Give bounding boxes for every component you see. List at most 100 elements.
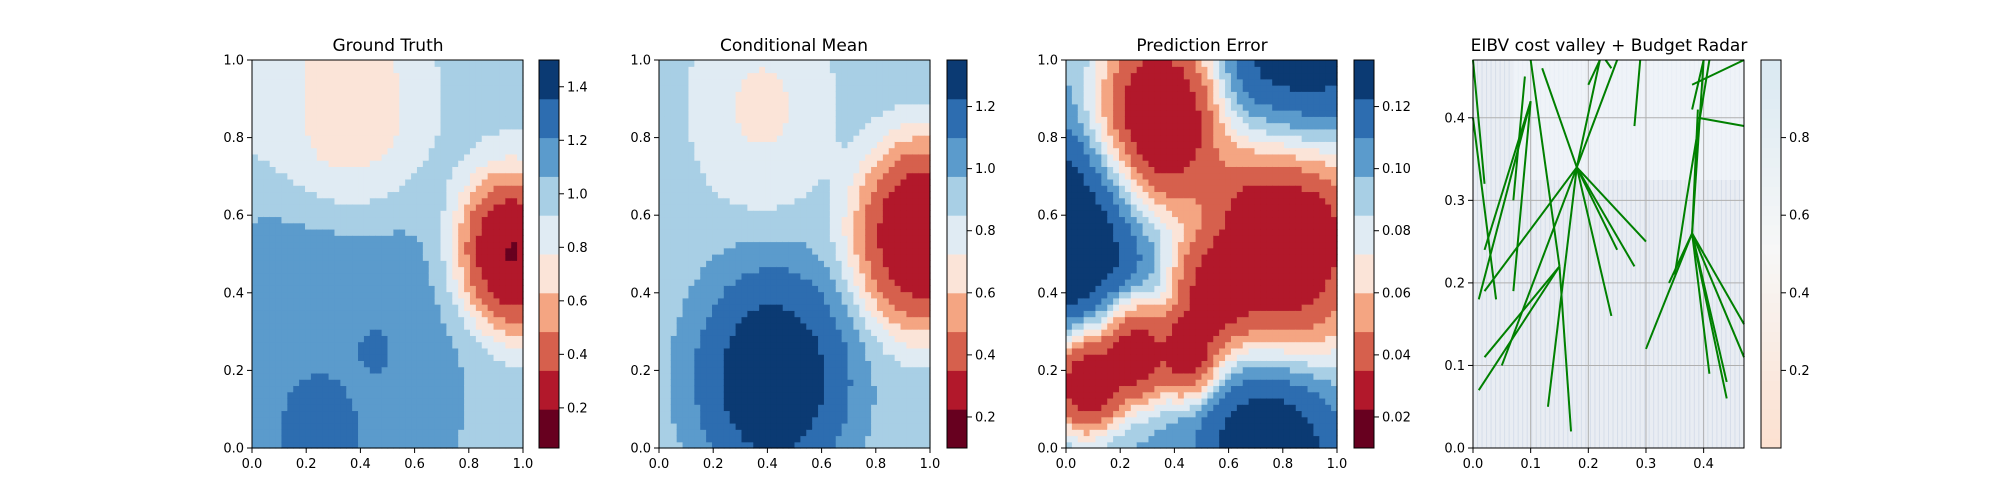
heat-cell — [806, 210, 813, 218]
heat-cell — [305, 291, 312, 299]
heat-cell — [694, 160, 701, 167]
heat-cell — [422, 322, 430, 330]
heat-cell — [257, 329, 265, 336]
heat-cell — [700, 85, 707, 92]
heat-cell — [782, 316, 790, 324]
heat-cell — [346, 141, 353, 149]
heat-cell — [387, 78, 394, 86]
heat-cell — [458, 178, 465, 186]
heat-cell — [505, 441, 512, 449]
heat-cell — [517, 222, 524, 230]
heat-cell — [499, 172, 506, 180]
heat-cell — [352, 147, 359, 155]
heat-cell — [305, 216, 312, 224]
heat-cell — [735, 360, 743, 368]
heat-cell — [806, 304, 813, 311]
heat-cell — [316, 397, 324, 405]
heat-cell — [800, 441, 807, 449]
heat-cell — [416, 260, 424, 268]
heat-cell — [794, 341, 801, 349]
heat-cell — [287, 210, 294, 218]
heat-cell — [717, 385, 725, 393]
heat-cell — [475, 404, 483, 412]
heat-cell — [458, 191, 465, 199]
heat-cell — [835, 147, 843, 155]
heat-cell — [358, 60, 365, 67]
heat-cell — [759, 422, 766, 430]
heat-cell — [741, 178, 748, 186]
heat-cell — [469, 254, 477, 261]
heat-cell — [753, 304, 760, 311]
heat-cell — [369, 279, 377, 286]
heat-cell — [422, 397, 430, 405]
heat-cell — [287, 241, 294, 249]
heat-cell — [416, 429, 424, 437]
heat-cell — [358, 241, 365, 249]
heat-cell — [729, 66, 737, 74]
heat-cell — [493, 385, 501, 393]
heat-cell — [841, 247, 849, 255]
heat-cell — [263, 178, 271, 186]
heat-cell — [464, 285, 471, 293]
heat-cell — [416, 222, 424, 230]
heat-cell — [806, 135, 813, 142]
heat-cell — [334, 272, 341, 280]
heat-cell — [765, 247, 772, 255]
heat-cell — [458, 385, 465, 393]
heat-cell — [788, 366, 796, 374]
heat-cell — [399, 379, 406, 387]
heat-cell — [782, 322, 790, 330]
heat-cell — [464, 66, 471, 74]
heat-cell — [281, 66, 288, 74]
heat-cell — [316, 141, 324, 149]
heat-cell — [252, 285, 259, 293]
heat-cell — [257, 266, 265, 274]
heat-cell — [694, 416, 701, 424]
heat-cell — [670, 103, 678, 111]
heat-cell — [806, 404, 813, 412]
heat-cell — [835, 160, 843, 167]
heat-cell — [316, 228, 324, 236]
heat-cell — [481, 228, 489, 236]
heat-cell — [664, 122, 672, 130]
heat-cell — [517, 304, 524, 311]
heat-cell — [659, 166, 666, 174]
heat-cell — [770, 72, 778, 80]
heat-cell — [812, 210, 819, 218]
heat-cell — [469, 429, 477, 437]
heat-cell — [676, 135, 684, 142]
heat-cell — [322, 366, 330, 374]
heat-cell — [505, 103, 512, 111]
heat-cell — [794, 172, 801, 180]
heat-cell — [823, 66, 831, 74]
heat-cell — [399, 354, 406, 361]
heat-cell — [765, 341, 772, 349]
heat-cell — [829, 116, 837, 124]
heat-cell — [275, 322, 283, 330]
heat-cell — [700, 279, 707, 286]
heat-cell — [770, 391, 778, 399]
heat-cell — [659, 435, 666, 443]
heat-cell — [735, 60, 743, 67]
heat-cell — [835, 241, 843, 249]
heat-cell — [759, 197, 766, 205]
heat-cell — [416, 304, 424, 311]
heat-cell — [511, 435, 518, 443]
heat-cell — [670, 128, 678, 136]
heat-cell — [712, 66, 719, 74]
heat-cell — [452, 128, 459, 136]
heat-cell — [505, 191, 512, 199]
heat-cell — [257, 297, 265, 305]
heat-cell — [659, 385, 666, 393]
heat-cell — [275, 91, 283, 99]
heat-cell — [853, 397, 860, 405]
heat-cell — [688, 254, 695, 261]
heat-cell — [776, 172, 784, 180]
heat-cell — [434, 141, 442, 149]
heat-cell — [375, 316, 383, 324]
heat-cell — [782, 266, 790, 274]
heat-cell — [706, 372, 713, 380]
heat-cell — [310, 172, 318, 180]
heat-cell — [287, 135, 294, 142]
heat-cell — [794, 78, 801, 86]
